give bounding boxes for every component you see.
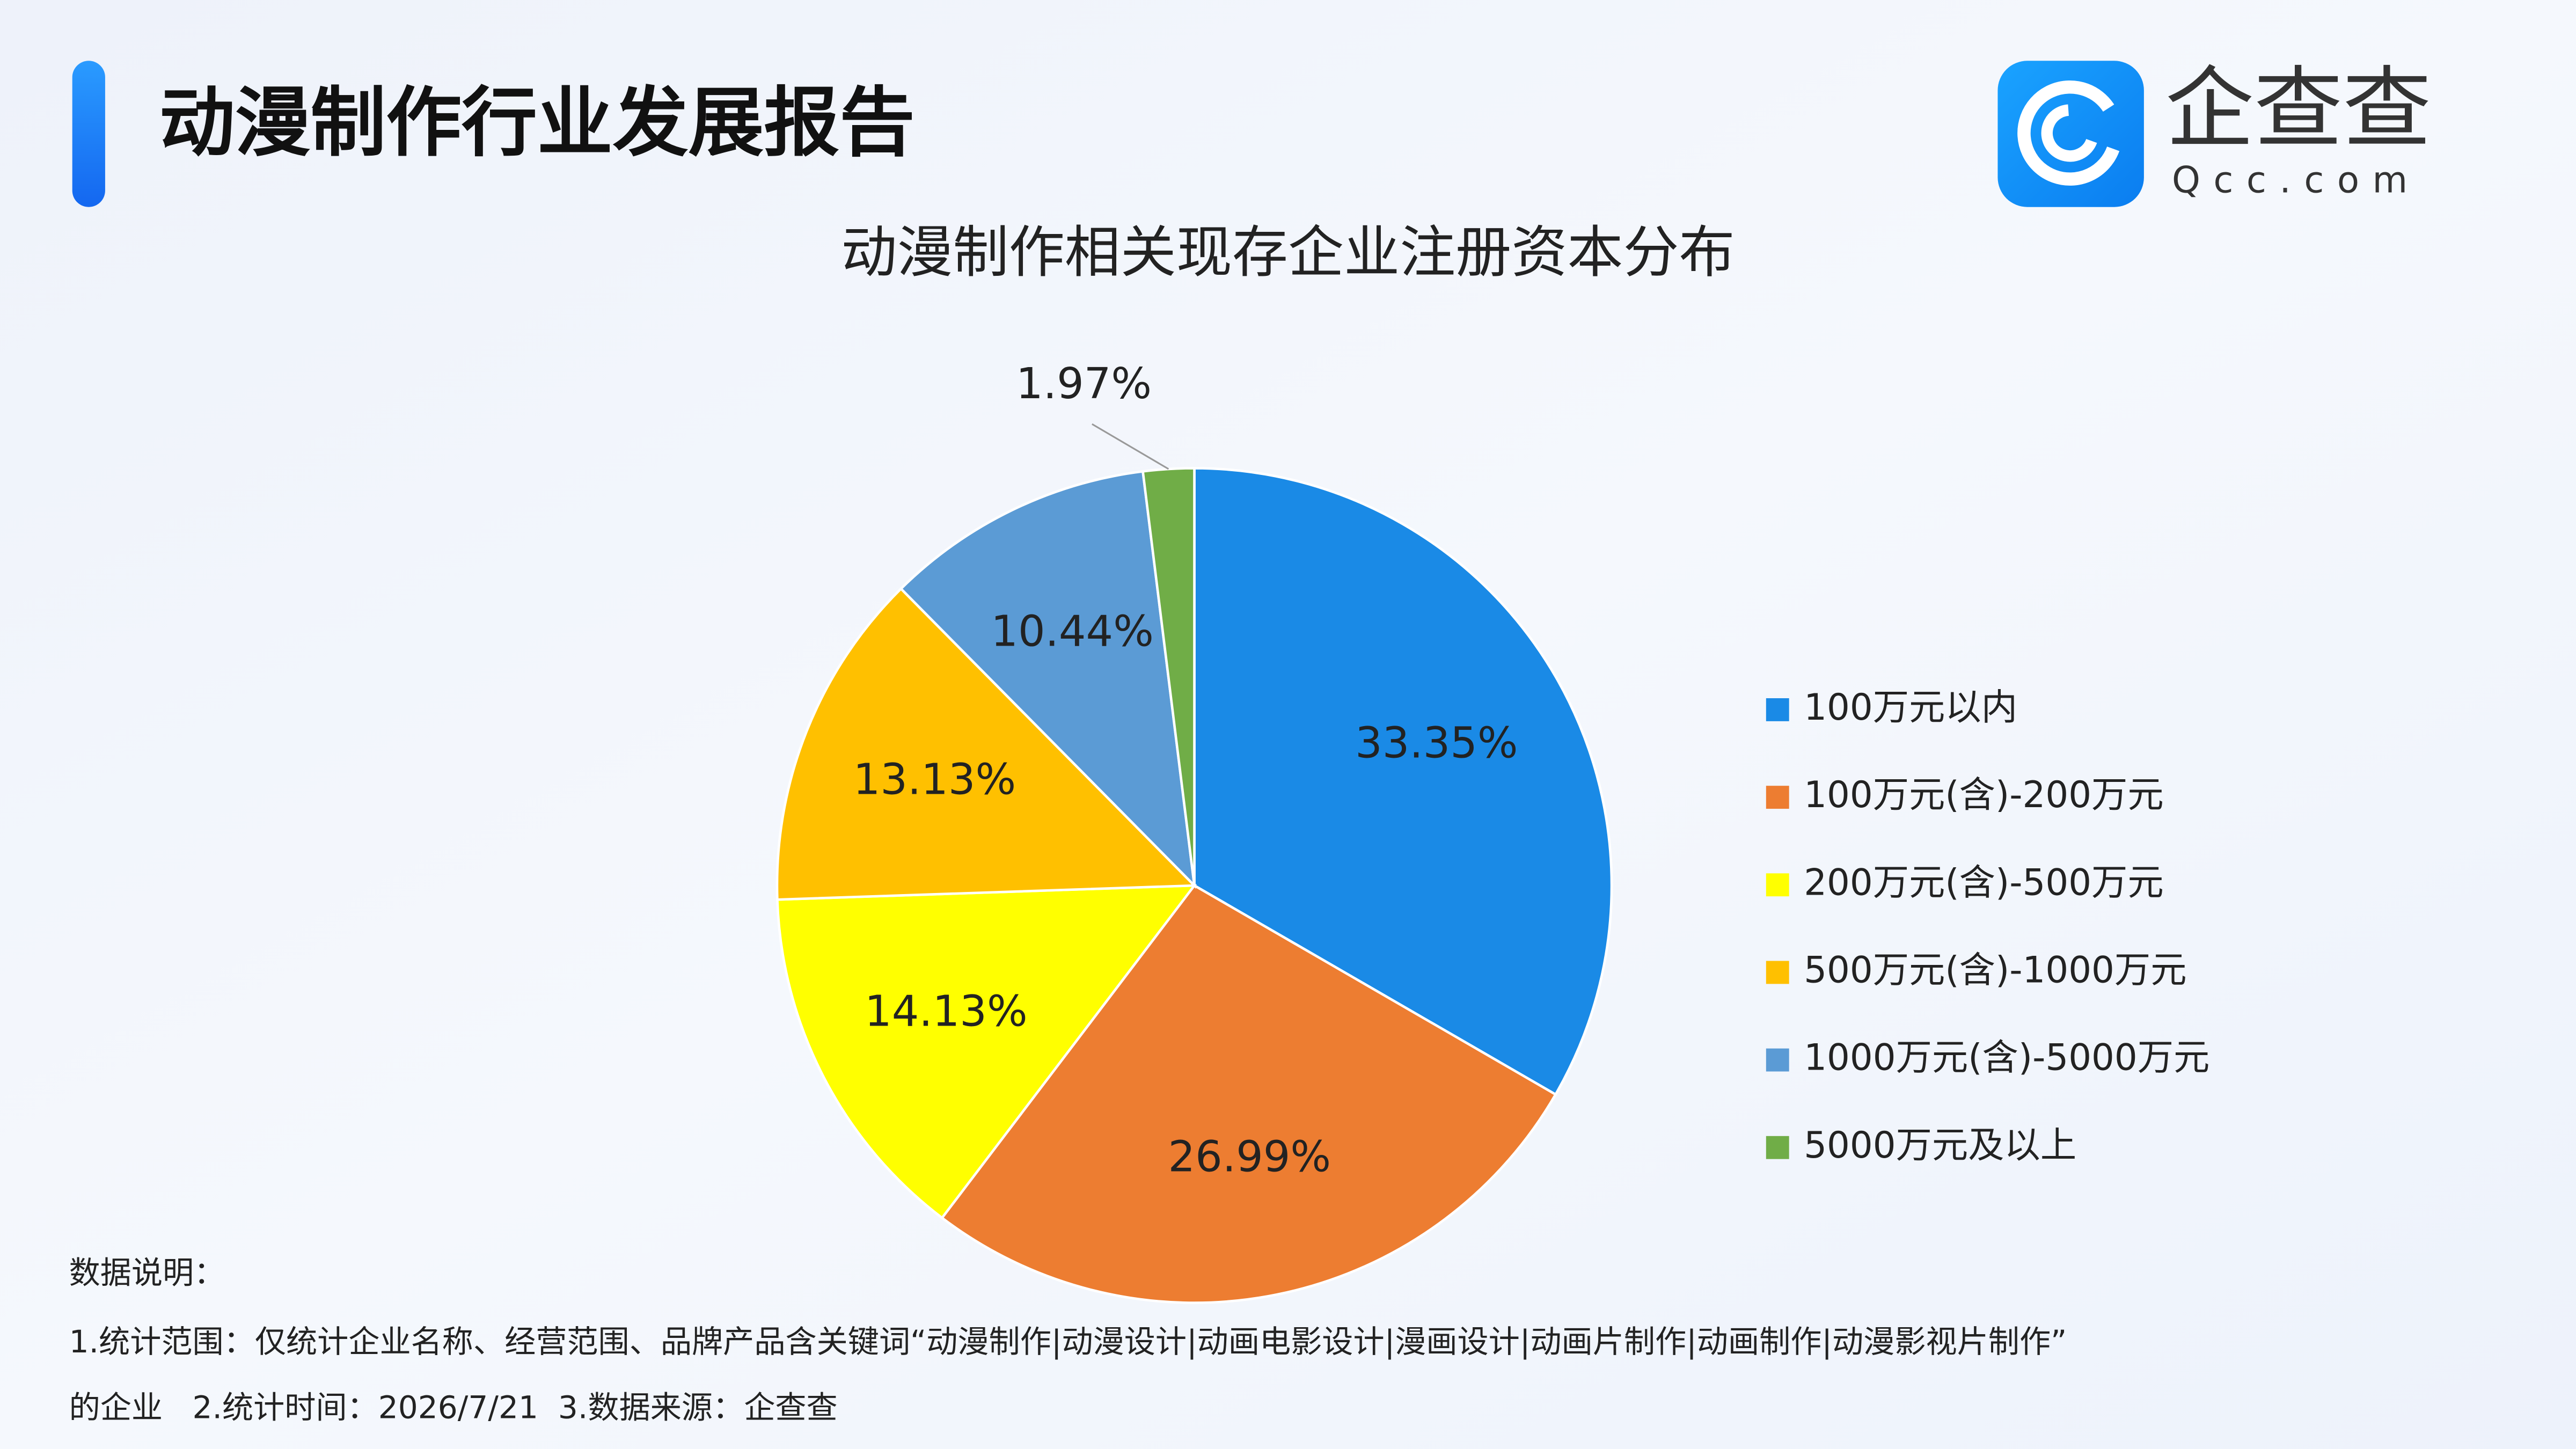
logo-ring-inner (2041, 104, 2099, 162)
pie-slice (1193, 467, 1613, 1096)
title-accent (72, 61, 105, 207)
data-label: 10.44% (991, 606, 1153, 656)
legend-swatch (1766, 1136, 1789, 1159)
logo (1997, 61, 2144, 207)
legend-swatch (1766, 786, 1789, 809)
pie-slice (899, 470, 1196, 889)
logo-text: 企查查 (2165, 57, 2432, 160)
legend-label: 100万元以内 (1804, 686, 2017, 728)
note: 的企业 2.统计时间：2026/7/21 3.数据来源：企查查 (69, 1389, 838, 1426)
chart-title: 动漫制作相关现存企业注册资本分布 (841, 219, 1735, 285)
pie-slice (776, 884, 1197, 1220)
legend-swatch (1766, 873, 1789, 897)
legend-label: 5000万元及以上 (1804, 1124, 2076, 1166)
legend-swatch (1766, 961, 1789, 984)
legend-swatch (1766, 698, 1789, 721)
leader-line (1092, 423, 1169, 470)
pie-slice (775, 587, 1197, 901)
pie-slice (1141, 467, 1196, 886)
page-title: 动漫制作行业发展报告 (159, 79, 915, 167)
data-label: 1.97% (1016, 358, 1152, 408)
data-label: 13.13% (853, 754, 1016, 804)
legend-label: 200万元(含)-500万元 (1804, 861, 2164, 903)
legend-label: 500万元(含)-1000万元 (1804, 948, 2186, 991)
legend-label: 1000万元(含)-5000万元 (1804, 1036, 2209, 1079)
legend-swatch (1766, 1048, 1789, 1072)
data-label: 14.13% (865, 986, 1027, 1036)
data-label: 33.35% (1355, 718, 1518, 768)
legend-label: 100万元(含)-200万元 (1804, 773, 2164, 816)
note: 数据说明： (69, 1255, 225, 1291)
data-label: 26.99% (1168, 1132, 1331, 1182)
note: 1.统计范围：仅统计企业名称、经营范围、品牌产品含关键词“动漫制作|动漫设计|动… (69, 1323, 2067, 1360)
logo-ring (2017, 80, 2123, 186)
pie-slice (940, 883, 1557, 1304)
logo-domain: Qcc.com (2172, 158, 2421, 201)
